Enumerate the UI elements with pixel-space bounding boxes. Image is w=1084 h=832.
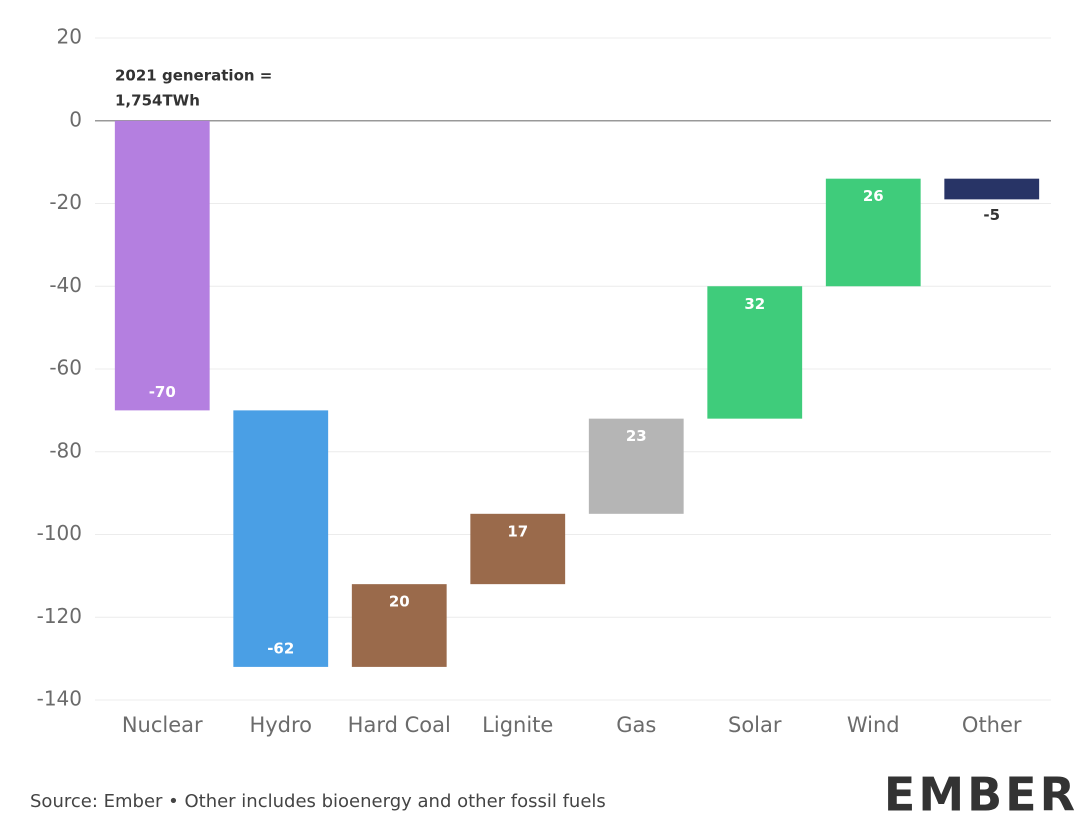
y-tick-label: -140 <box>37 687 82 711</box>
x-tick-label: Wind <box>847 713 900 737</box>
y-tick-label: -80 <box>49 438 82 462</box>
value-label: 32 <box>744 295 765 313</box>
value-label: 17 <box>507 522 528 540</box>
source: Source: Ember • Other includes bioenergy… <box>30 791 606 812</box>
value-label: 23 <box>626 427 647 445</box>
value-label: -5 <box>983 206 1000 224</box>
y-tick-label: -20 <box>49 190 82 214</box>
bar <box>944 178 1040 200</box>
bar <box>707 286 803 419</box>
y-tick-label: -60 <box>49 356 82 380</box>
annotation: 2021 generation = <box>115 67 272 85</box>
value-label: 26 <box>863 187 884 205</box>
bar <box>825 178 921 287</box>
y-tick-label: -40 <box>49 273 82 297</box>
x-tick-label: Nuclear <box>122 713 203 737</box>
x-tick-label: Solar <box>728 713 782 737</box>
y-tick-label: -100 <box>37 521 82 545</box>
bar <box>470 513 566 585</box>
x-tick-label: Hydro <box>249 713 312 737</box>
y-tick-label: 0 <box>69 107 82 131</box>
bar <box>351 584 447 667</box>
bar <box>233 410 329 667</box>
x-tick-label: Other <box>962 713 1022 737</box>
value-label: -70 <box>149 383 176 401</box>
x-tick-label: Hard Coal <box>348 713 451 737</box>
logo: EMBER <box>884 768 1078 822</box>
y-tick-label: 20 <box>57 25 82 49</box>
value-label: 20 <box>389 593 410 611</box>
bar <box>114 120 210 411</box>
bar <box>588 418 684 514</box>
annotation: 1,754TWh <box>115 92 200 110</box>
y-tick-label: -120 <box>37 604 82 628</box>
value-label: -62 <box>267 639 294 657</box>
x-tick-label: Lignite <box>482 713 553 737</box>
x-tick-label: Gas <box>616 713 656 737</box>
